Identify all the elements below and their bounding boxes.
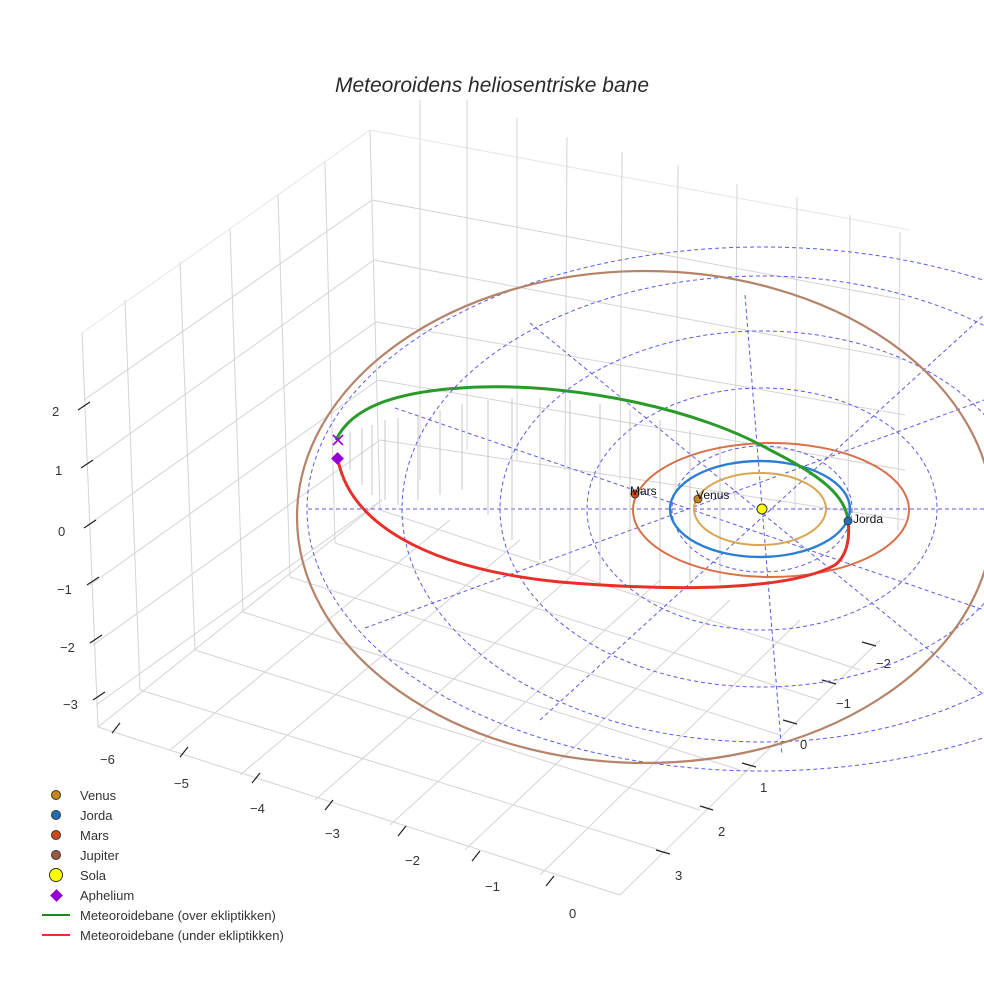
legend-label: Jorda: [80, 807, 113, 823]
venus-label: Venus: [696, 488, 729, 502]
legend-item-sola[interactable]: Sola: [38, 865, 284, 885]
earth-marker[interactable]: [843, 516, 853, 526]
legend-item-orbit-above[interactable]: Meteoroidebane (over ekliptikken): [38, 905, 284, 925]
venus-legend-icon: [51, 790, 61, 800]
x-tick-label: −6: [100, 752, 115, 767]
earth-label: Jorda: [853, 512, 883, 526]
legend-label: Meteoroidebane (under ekliptikken): [80, 927, 284, 943]
jupiter-legend-icon: [51, 850, 61, 860]
legend-label: Mars: [80, 827, 109, 843]
legend-item-orbit-below[interactable]: Meteoroidebane (under ekliptikken): [38, 925, 284, 945]
meteoroid-orbit-above: [334, 385, 850, 521]
z-tick-label: −2: [60, 640, 75, 655]
jupiter-orbit: [296, 269, 984, 765]
x-tick-label: −2: [405, 853, 420, 868]
aphelion-x-icon[interactable]: [332, 434, 344, 446]
z-tick-label: 2: [52, 404, 59, 419]
diamond-legend-icon: [49, 888, 63, 902]
venus-orbit: [693, 472, 827, 546]
earth-orbit: [668, 459, 852, 559]
ecliptic-grid: [306, 246, 984, 772]
legend-item-jupiter[interactable]: Jupiter: [38, 845, 284, 865]
earth-legend-icon: [51, 810, 61, 820]
mars-marker[interactable]: [630, 489, 640, 499]
legend-label: Meteoroidebane (over ekliptikken): [80, 907, 276, 923]
x-tick-label: −5: [174, 776, 189, 791]
sun-marker[interactable]: [756, 503, 768, 515]
red-line-legend-icon: [42, 934, 70, 936]
axis-grid: [81, 100, 911, 896]
mars-orbit: [632, 442, 910, 578]
x-tick-label: 0: [569, 906, 576, 921]
y-tick-label: −1: [836, 696, 851, 711]
legend-item-aphelium[interactable]: Aphelium: [38, 885, 284, 905]
x-tick-label: −3: [325, 826, 340, 841]
axis-ticks: [77, 401, 877, 887]
legend-label: Jupiter: [80, 847, 120, 863]
z-tick-label: −1: [57, 582, 72, 597]
legend-label: Aphelium: [80, 887, 135, 903]
sun-legend-icon: [49, 868, 63, 882]
z-tick-label: −3: [63, 697, 78, 712]
z-tick-label: 0: [58, 524, 65, 539]
mars-legend-icon: [51, 830, 61, 840]
y-tick-label: 2: [718, 824, 725, 839]
green-line-legend-icon: [42, 914, 70, 916]
y-tick-label: 3: [675, 868, 682, 883]
x-tick-label: −1: [485, 879, 500, 894]
venus-marker[interactable]: [693, 494, 703, 504]
legend: Venus Jorda Mars Jupiter Sola Aphelium M…: [38, 785, 284, 945]
legend-item-mars[interactable]: Mars: [38, 825, 284, 845]
y-tick-label: 1: [760, 780, 767, 795]
y-tick-label: 0: [800, 737, 807, 752]
y-tick-label: −2: [876, 656, 891, 671]
chart-title: Meteoroidens heliosentriske bane: [334, 74, 650, 97]
mars-label: Mars: [630, 484, 657, 498]
legend-label: Venus: [80, 787, 117, 803]
aphelion-marker[interactable]: [331, 452, 344, 465]
x-tick-label: −4: [250, 801, 265, 816]
drop-lines: [349, 398, 721, 586]
legend-item-jorda[interactable]: Jorda: [38, 805, 284, 825]
legend-item-venus[interactable]: Venus: [38, 785, 284, 805]
meteoroid-orbit-below: [336, 459, 851, 590]
legend-label: Sola: [80, 867, 107, 883]
z-tick-label: 1: [55, 463, 62, 478]
